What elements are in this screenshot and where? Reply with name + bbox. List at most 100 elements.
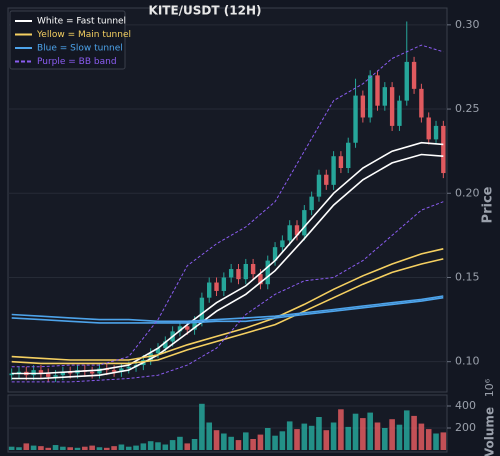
volume-bar	[367, 412, 373, 450]
candle-body	[353, 95, 358, 143]
y-tick-label: 0.10	[455, 355, 480, 368]
volume-bar	[382, 428, 388, 450]
price-panel	[7, 7, 448, 393]
volume-bar	[338, 409, 344, 450]
volume-bar	[74, 447, 81, 450]
candle-body	[236, 269, 241, 280]
candle-body	[397, 100, 402, 126]
volume-bar	[103, 447, 110, 450]
volume-bar	[323, 430, 330, 450]
volume-bar	[23, 443, 30, 450]
candle-body	[280, 240, 285, 248]
candle-body	[185, 326, 190, 330]
y-tick-label: 0.30	[455, 18, 480, 31]
volume-bar	[111, 446, 117, 450]
candle-body	[97, 368, 102, 374]
candle-body	[302, 210, 307, 236]
volume-bar	[16, 447, 22, 450]
volume-bar	[155, 442, 161, 450]
candle-body	[346, 142, 351, 168]
candle-body	[53, 375, 58, 377]
volume-bar	[206, 422, 213, 450]
volume-bar	[352, 413, 359, 450]
volume-bar	[147, 441, 154, 450]
band-line	[11, 248, 444, 361]
candle-body	[426, 117, 431, 140]
volume-bar	[89, 445, 95, 450]
candle-body	[265, 260, 270, 285]
volume-bar	[345, 426, 352, 450]
volume-bar	[308, 425, 315, 450]
volume-bar	[250, 439, 256, 450]
candle-body	[309, 196, 314, 211]
band-line	[11, 258, 444, 365]
volume-bar	[235, 440, 242, 450]
legend-box	[9, 10, 126, 70]
volume-bar	[191, 439, 198, 450]
volume-bar	[294, 429, 300, 450]
legend-label: Blue = Slow tunnel	[37, 44, 123, 54]
volume-bar	[60, 446, 66, 450]
volume-bar	[272, 435, 278, 450]
band-line	[11, 44, 444, 368]
volume-offset-label: 10⁶	[483, 378, 496, 397]
candle-body	[382, 87, 388, 106]
volume-axis-label: Volume	[483, 407, 497, 456]
volume-bar	[38, 446, 44, 450]
candle-body	[38, 370, 44, 374]
band-line	[11, 153, 444, 380]
y-axis-label: Price	[481, 186, 496, 223]
band-line	[11, 296, 444, 324]
candle-body	[177, 326, 183, 332]
candle-body	[375, 75, 380, 106]
candle-body	[389, 87, 395, 126]
volume-bar	[133, 445, 139, 450]
candle-body	[404, 61, 409, 101]
candle-body	[214, 282, 219, 291]
candle-body	[111, 370, 117, 372]
volume-bar	[389, 419, 395, 450]
y-tick-label: 0.15	[455, 270, 480, 283]
candle-body	[228, 269, 234, 278]
candle-body	[199, 297, 205, 322]
candle-body	[155, 348, 161, 354]
volume-bar	[140, 443, 147, 450]
volume-bar	[221, 433, 227, 450]
candle-body	[60, 371, 66, 376]
volume-bar	[8, 446, 15, 450]
volume-bar	[213, 430, 220, 450]
volume-bar	[162, 444, 169, 450]
volume-bar	[425, 429, 432, 450]
candle-body	[9, 373, 14, 376]
volume-bar	[52, 445, 59, 450]
volume-bar	[257, 434, 264, 450]
candle-body	[367, 75, 373, 118]
candle-body	[67, 371, 73, 374]
candle-body	[324, 174, 329, 185]
candle-body	[31, 370, 36, 376]
band-line	[11, 141, 444, 375]
volume-tick-label: 400	[455, 399, 476, 412]
volume-bar	[433, 433, 439, 450]
volume-bar	[360, 418, 366, 450]
volume-bar	[169, 440, 176, 450]
volume-panel	[7, 394, 448, 453]
volume-bar	[286, 421, 293, 450]
candle-body	[441, 125, 446, 174]
candle-body	[192, 321, 197, 330]
band-line	[11, 201, 444, 383]
candle-body	[46, 373, 51, 377]
volume-bar	[316, 417, 322, 450]
candle-body	[316, 174, 322, 197]
legend-label: White = Fast tunnel	[37, 17, 126, 27]
legend: White = Fast tunnel Yellow = Main tunnel B…	[9, 10, 131, 70]
volume-bar	[67, 447, 73, 450]
volume-bar	[228, 436, 234, 450]
candle-body	[411, 61, 417, 89]
candle-body	[119, 368, 124, 372]
candle-body	[243, 264, 248, 280]
volume-bar	[411, 415, 417, 450]
volume-bar	[374, 422, 381, 450]
volume-bar	[264, 428, 271, 450]
candle-body	[338, 156, 344, 168]
